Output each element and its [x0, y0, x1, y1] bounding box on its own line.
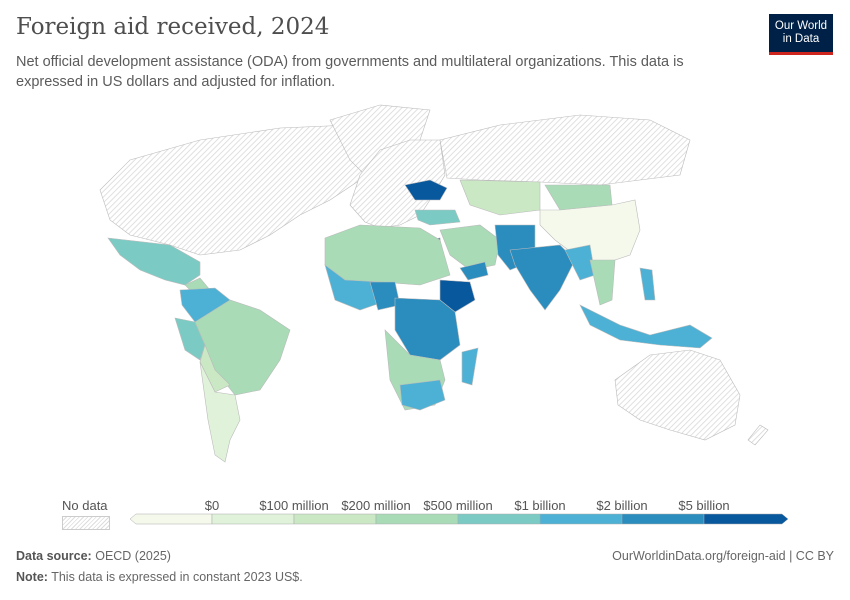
legend-tick-label: $2 billion — [596, 498, 648, 513]
country-north-america[interactable] — [99, 124, 381, 256]
country-yemen[interactable] — [459, 261, 489, 281]
country-north-africa[interactable] — [324, 224, 451, 286]
legend-bin-7[interactable] — [703, 513, 789, 525]
country-bolivia-paraguay[interactable] — [199, 344, 231, 393]
source-text[interactable]: OECD (2025) — [95, 549, 171, 563]
country-south-africa[interactable] — [399, 379, 446, 411]
legend-tick-label: $0 — [204, 498, 220, 513]
legend-bin-2[interactable] — [293, 513, 377, 525]
legend-no-data-label: No data — [62, 498, 108, 513]
country-indonesia[interactable] — [579, 304, 713, 349]
country-middle-east[interactable] — [439, 224, 501, 271]
legend-tick-label: $200 million — [341, 498, 411, 513]
country-kazakhstan[interactable] — [459, 179, 541, 216]
source-url-link[interactable]: OurWorldinData.org/foreign-aid | CC BY — [612, 549, 834, 563]
country-philippines[interactable] — [639, 267, 656, 301]
country-argentina-chile[interactable] — [199, 361, 241, 463]
legend-color-bar — [129, 513, 789, 525]
legend-bin-4[interactable] — [457, 513, 541, 525]
country-horn-of-africa[interactable] — [439, 279, 476, 313]
country-turkey-caucasus[interactable] — [414, 209, 461, 226]
legend-bin-3[interactable] — [375, 513, 459, 525]
country-australia[interactable] — [614, 349, 741, 441]
country-new-zealand[interactable] — [747, 424, 769, 446]
legend-tick-label: $1 billion — [514, 498, 566, 513]
legend-tick-label: $500 million — [423, 498, 493, 513]
country-russia[interactable] — [439, 114, 691, 186]
data-source: Data source: OECD (2025) — [16, 549, 171, 563]
note: Note: This data is expressed in constant… — [16, 570, 303, 584]
legend-tick-label: $5 billion — [678, 498, 730, 513]
world-map[interactable] — [0, 95, 850, 495]
country-ukraine[interactable] — [404, 179, 448, 201]
source-label: Data source: — [16, 549, 92, 563]
legend-bin-0[interactable] — [129, 513, 213, 525]
note-text: This data is expressed in constant 2023 … — [51, 570, 303, 584]
country-china[interactable] — [539, 199, 641, 266]
chart-subtitle: Net official development assistance (ODA… — [16, 54, 684, 90]
country-madagascar[interactable] — [461, 347, 479, 386]
owid-logo[interactable]: Our World in Data — [769, 14, 833, 55]
legend-bin-6[interactable] — [621, 513, 705, 525]
country-india[interactable] — [509, 244, 576, 311]
chart-title: Foreign aid received, 2024 — [16, 14, 330, 40]
country-se-asia[interactable] — [589, 259, 616, 306]
legend-bin-1[interactable] — [211, 513, 295, 525]
country-central-east-africa[interactable] — [394, 297, 461, 361]
note-label: Note: — [16, 570, 48, 584]
legend-bin-5[interactable] — [539, 513, 623, 525]
legend-no-data-swatch — [62, 516, 110, 530]
legend-tick-label: $100 million — [259, 498, 329, 513]
